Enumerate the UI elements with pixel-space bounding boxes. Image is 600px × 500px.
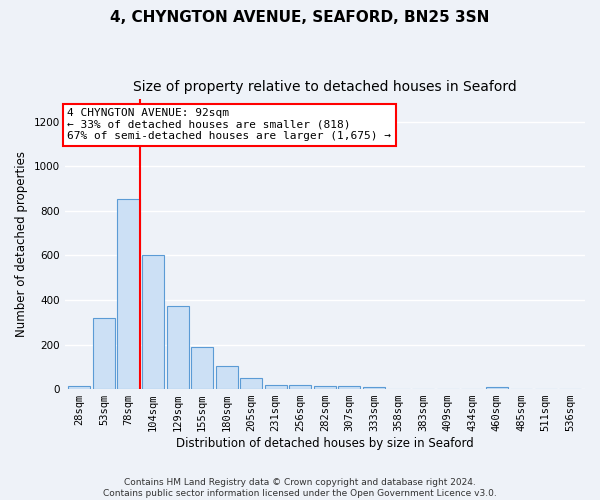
Bar: [314, 386, 336, 389]
Bar: [338, 386, 361, 389]
Bar: [289, 385, 311, 389]
Bar: [215, 366, 238, 389]
Text: 4, CHYNGTON AVENUE, SEAFORD, BN25 3SN: 4, CHYNGTON AVENUE, SEAFORD, BN25 3SN: [110, 10, 490, 25]
Bar: [93, 318, 115, 389]
Bar: [167, 306, 188, 389]
Title: Size of property relative to detached houses in Seaford: Size of property relative to detached ho…: [133, 80, 517, 94]
Bar: [240, 378, 262, 389]
Bar: [142, 256, 164, 389]
Bar: [363, 387, 385, 389]
X-axis label: Distribution of detached houses by size in Seaford: Distribution of detached houses by size …: [176, 437, 474, 450]
Y-axis label: Number of detached properties: Number of detached properties: [15, 151, 28, 337]
Bar: [118, 198, 140, 389]
Text: 4 CHYNGTON AVENUE: 92sqm
← 33% of detached houses are smaller (818)
67% of semi-: 4 CHYNGTON AVENUE: 92sqm ← 33% of detach…: [67, 108, 391, 141]
Bar: [265, 384, 287, 389]
Bar: [485, 387, 508, 389]
Text: Contains HM Land Registry data © Crown copyright and database right 2024.
Contai: Contains HM Land Registry data © Crown c…: [103, 478, 497, 498]
Bar: [191, 346, 213, 389]
Bar: [68, 386, 91, 389]
